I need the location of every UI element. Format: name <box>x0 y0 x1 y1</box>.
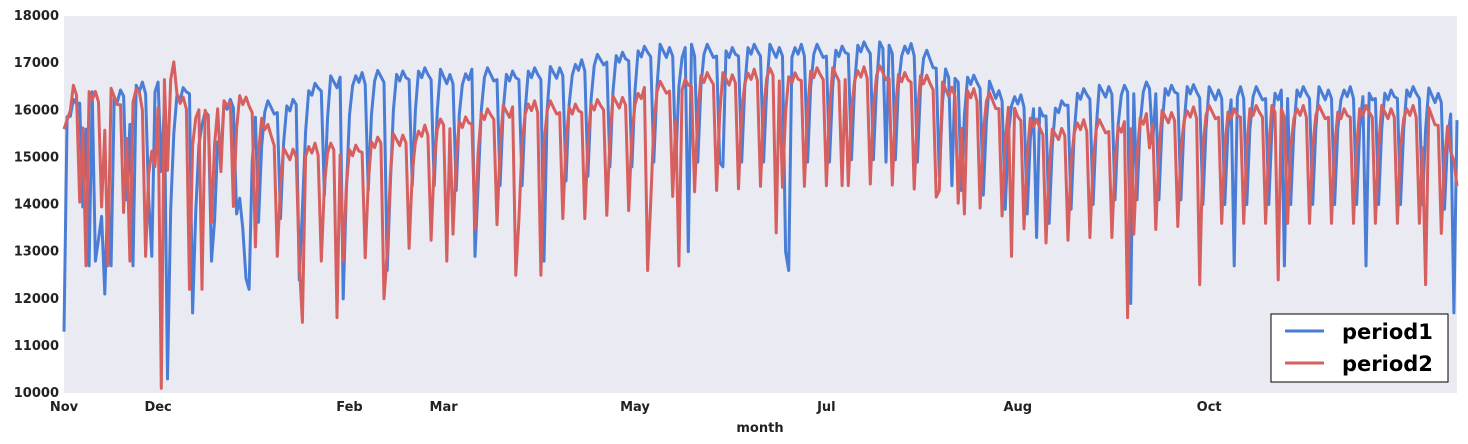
y-tick-label: 13000 <box>14 245 59 260</box>
x-tick-label: Feb <box>336 400 362 415</box>
x-tick-label: Dec <box>144 400 171 415</box>
x-tick-label: Nov <box>50 400 79 415</box>
x-tick-label: Mar <box>430 400 459 415</box>
x-tick-label: Jul <box>816 400 836 415</box>
y-axis-ticks: 10000 11000 12000 13000 14000 15000 16000 17000… <box>14 9 59 401</box>
series-line-period1 <box>62 40 1459 381</box>
y-tick-label: 15000 <box>14 150 59 165</box>
series-line-period2 <box>62 60 1459 390</box>
x-tick-label: Oct <box>1197 400 1222 415</box>
legend-label-period2: period2 <box>1342 352 1433 376</box>
x-axis-label: month <box>736 421 783 436</box>
x-tick-label: May <box>620 400 650 415</box>
y-tick-label: 12000 <box>14 292 59 307</box>
y-tick-label: 10000 <box>14 386 59 401</box>
y-tick-label: 17000 <box>14 56 59 71</box>
x-tick-label: Aug <box>1003 400 1032 415</box>
y-tick-label: 16000 <box>14 103 59 118</box>
legend-label-period1: period1 <box>1342 320 1433 344</box>
x-axis-ticks: Nov Dec Feb Mar May Jul Aug Oct <box>50 400 1222 415</box>
legend-box <box>1270 313 1449 383</box>
y-tick-label: 18000 <box>14 9 59 24</box>
series-layer <box>62 40 1459 390</box>
legend: period1 period2 <box>1270 313 1449 383</box>
y-tick-label: 11000 <box>14 339 59 354</box>
y-tick-label: 14000 <box>14 198 59 213</box>
